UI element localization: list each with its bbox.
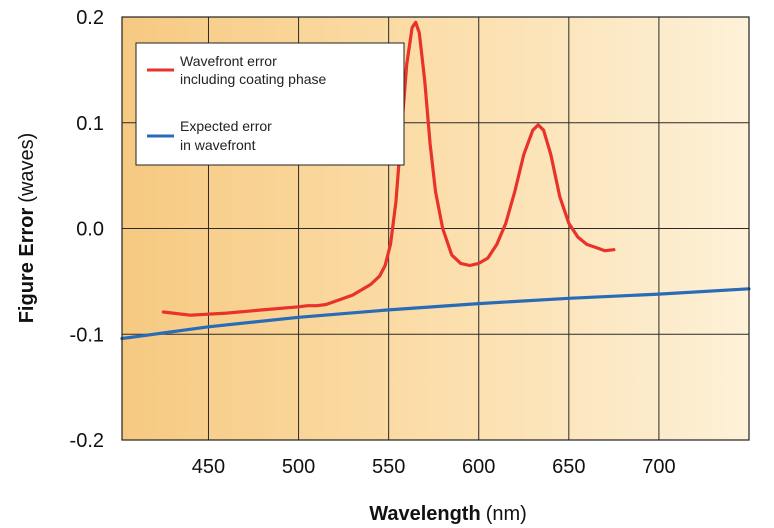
- y-tick-label: -0.2: [70, 430, 104, 452]
- series-line-expected-error: [120, 287, 751, 341]
- legend-label-expected-line1: Expected error: [180, 118, 272, 134]
- plot-frame: [121, 16, 750, 441]
- series-layer: [120, 20, 751, 341]
- x-tick-label: 650: [552, 456, 585, 478]
- legend-label-wavefront-line2: including coating phase: [180, 71, 327, 87]
- x-axis-title-main: Wavelength: [369, 503, 481, 525]
- y-tick-label: 0.2: [76, 7, 104, 29]
- legend-label-expected-line2: in wavefront: [180, 137, 256, 153]
- y-tick-label: 0.0: [76, 219, 104, 241]
- legend: Wavefront error including coating phase …: [135, 42, 405, 166]
- x-tick-label: 600: [462, 456, 495, 478]
- y-axis-title: Figure Error (waves): [16, 133, 38, 324]
- x-tick-label: 700: [642, 456, 675, 478]
- series-line-wavefront-error: [161, 20, 616, 317]
- y-axis-title-main: Figure Error: [16, 208, 38, 324]
- legend-box: [135, 42, 405, 166]
- y-tick-label: 0.1: [76, 113, 104, 135]
- x-tick-label: 550: [372, 456, 405, 478]
- x-axis-title-unit: (nm): [486, 503, 527, 525]
- y-tick-label: -0.1: [70, 324, 104, 346]
- y-axis-title-unit: (waves): [16, 133, 38, 203]
- x-tick-label: 450: [192, 456, 225, 478]
- x-axis-title: Wavelength (nm): [369, 503, 527, 525]
- legend-label-wavefront-line1: Wavefront error: [180, 53, 277, 69]
- tick-labels: 450 500 550 600 650 700 0.2 0.1 0.0 -0.1 -0.2: [70, 7, 676, 478]
- x-tick-label: 500: [282, 456, 315, 478]
